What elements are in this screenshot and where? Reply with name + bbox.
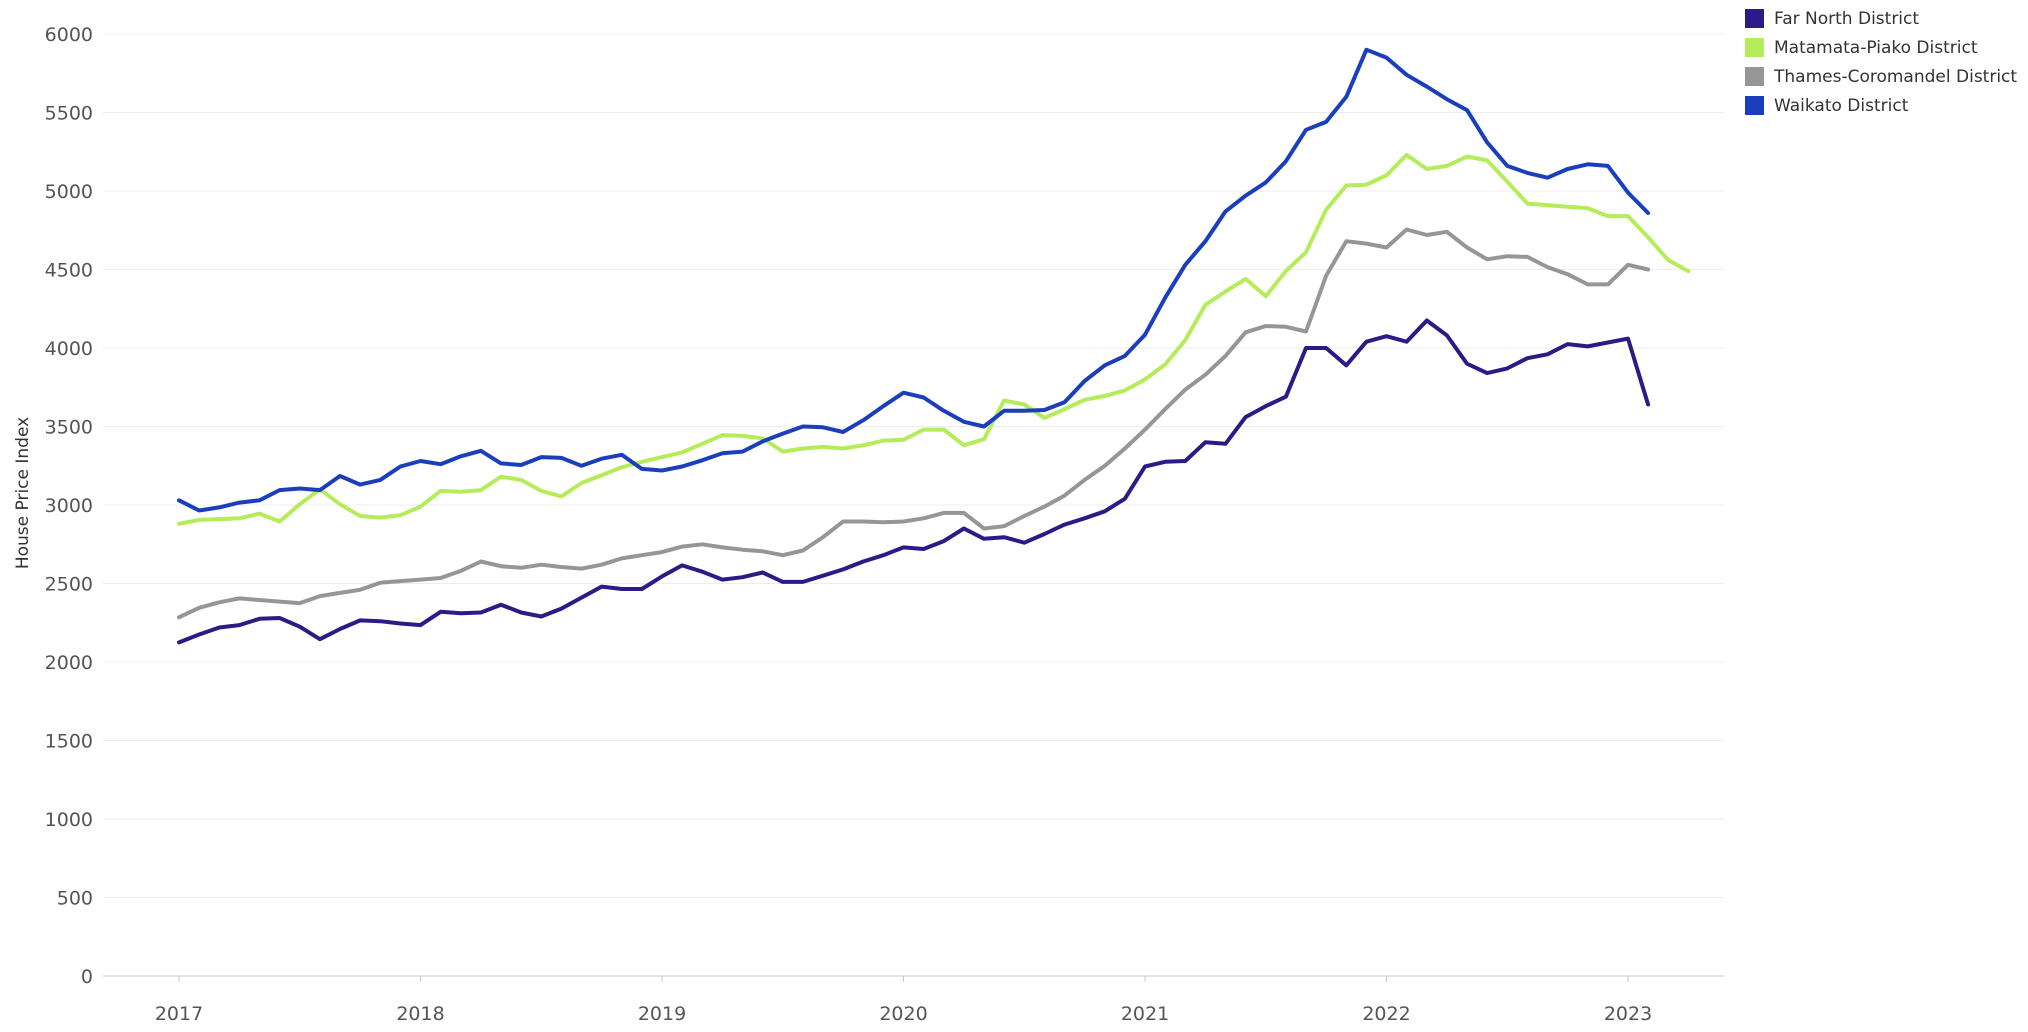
legend-item[interactable]: Matamata-Piako District (1745, 33, 2017, 62)
legend-swatch (1745, 67, 1764, 86)
legend-item[interactable]: Thames-Coromandel District (1745, 62, 2017, 91)
x-tick-label: 2019 (638, 1003, 686, 1025)
series-line-thames-coromandel-district (177, 227, 1651, 620)
x-axis: 2017 2018 2019 2020 2021 2022 2023 (155, 976, 1652, 1025)
y-tick-label: 6000 (45, 24, 93, 46)
x-tick-label: 2017 (155, 1003, 203, 1025)
x-tick-label: 2021 (1121, 1003, 1169, 1025)
legend-label: Matamata-Piako District (1774, 37, 1978, 58)
series-line-far-north-district (177, 318, 1651, 645)
legend-item[interactable]: Waikato District (1745, 91, 2017, 120)
legend: Far North District Matamata-Piako Distric… (1745, 4, 2017, 120)
y-tick-label: 0 (81, 966, 93, 988)
y-tick-label: 3000 (45, 495, 93, 517)
y-tick-label: 2500 (45, 574, 93, 596)
x-tick-label: 2020 (879, 1003, 927, 1025)
gridlines (103, 33, 1724, 977)
series-line-waikato-district (177, 47, 1651, 513)
y-tick-label: 1500 (45, 731, 93, 753)
legend-swatch (1745, 9, 1764, 28)
x-tick-label: 2022 (1362, 1003, 1410, 1025)
y-tick-label: 500 (57, 888, 93, 910)
y-axis: 0 500 1000 1500 2000 2500 3000 3500 4000 4500 5000… (45, 24, 93, 988)
y-tick-label: 5500 (45, 103, 93, 125)
x-tick-label: 2023 (1604, 1003, 1652, 1025)
y-axis-title: House Price Index (13, 417, 33, 569)
legend-swatch (1745, 38, 1764, 57)
y-tick-label: 3500 (45, 417, 93, 439)
y-tick-label: 2000 (45, 652, 93, 674)
legend-label: Far North District (1774, 8, 1920, 29)
legend-label: Waikato District (1774, 95, 1909, 116)
legend-label: Thames-Coromandel District (1774, 66, 2018, 87)
y-tick-label: 4500 (45, 260, 93, 282)
series-line-matamata-piako-district (177, 152, 1691, 526)
x-tick-label: 2018 (396, 1003, 444, 1025)
y-tick-label: 1000 (45, 809, 93, 831)
y-tick-label: 5000 (45, 181, 93, 203)
legend-item[interactable]: Far North District (1745, 4, 2017, 33)
y-tick-label: 4000 (45, 338, 93, 360)
legend-swatch (1745, 96, 1764, 115)
series-lines (177, 47, 1691, 645)
